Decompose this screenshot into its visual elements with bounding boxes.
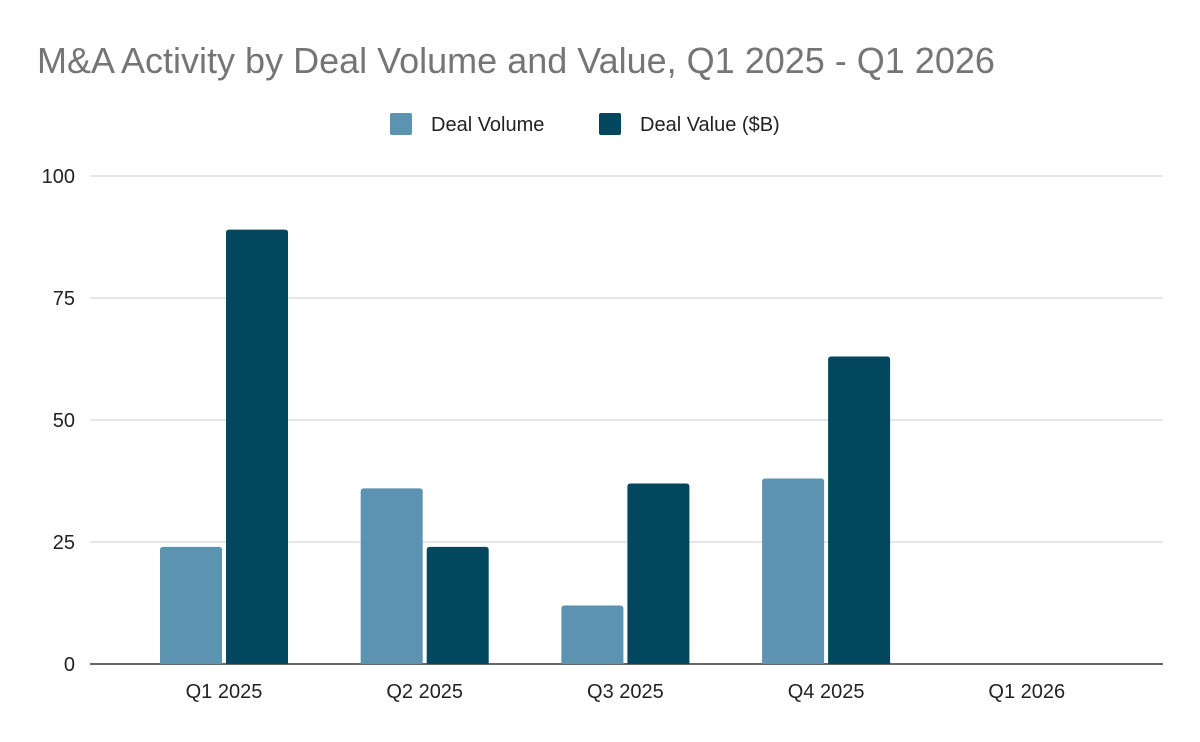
bar-deal-value — [426, 546, 489, 664]
bar-deal-volume — [762, 478, 825, 664]
bar-deal-value — [627, 483, 690, 664]
bar-deal-value — [828, 356, 891, 664]
x-tick-label: Q1 2025 — [186, 681, 263, 703]
bar-deal-volume — [160, 546, 222, 664]
x-tick-label: Q3 2025 — [587, 681, 664, 703]
bar-deal-value — [226, 229, 288, 664]
legend-label: Deal Volume — [431, 114, 544, 136]
chart-title: M&A Activity by Deal Volume and Value, Q… — [37, 40, 995, 81]
y-tick-label: 75 — [53, 288, 75, 310]
bar-deal-volume — [360, 488, 423, 664]
x-tick-label: Q1 2026 — [988, 681, 1065, 703]
legend-swatch — [599, 113, 621, 135]
legend-swatch — [390, 113, 412, 135]
x-tick-label: Q4 2025 — [788, 681, 865, 703]
y-tick-label: 25 — [53, 532, 75, 554]
x-tick-label: Q2 2025 — [386, 681, 463, 703]
legend-label: Deal Value ($B) — [640, 114, 780, 136]
y-tick-label: 100 — [42, 166, 75, 188]
bar-deal-volume — [561, 605, 624, 664]
y-tick-label: 0 — [64, 654, 75, 676]
y-tick-label: 50 — [53, 410, 75, 432]
